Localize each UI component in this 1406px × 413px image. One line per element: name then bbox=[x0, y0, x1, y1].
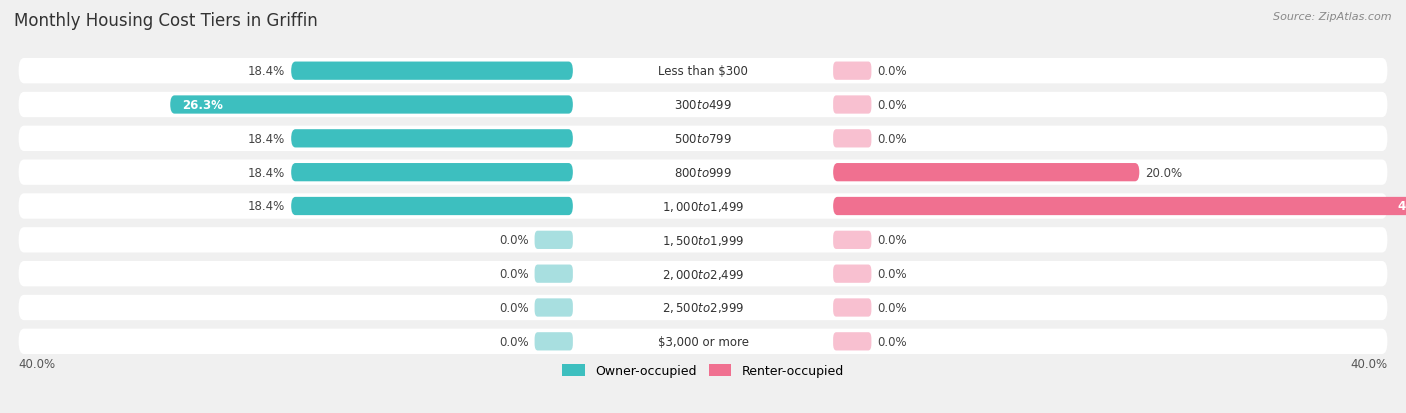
Text: Source: ZipAtlas.com: Source: ZipAtlas.com bbox=[1274, 12, 1392, 22]
FancyBboxPatch shape bbox=[18, 295, 1388, 320]
FancyBboxPatch shape bbox=[18, 126, 1388, 152]
FancyBboxPatch shape bbox=[834, 130, 872, 148]
FancyBboxPatch shape bbox=[534, 231, 572, 249]
Text: 18.4%: 18.4% bbox=[247, 65, 285, 78]
FancyBboxPatch shape bbox=[834, 332, 872, 351]
Text: $500 to $799: $500 to $799 bbox=[673, 133, 733, 145]
FancyBboxPatch shape bbox=[18, 59, 1388, 84]
Text: $1,000 to $1,499: $1,000 to $1,499 bbox=[662, 199, 744, 214]
Text: 0.0%: 0.0% bbox=[499, 268, 529, 280]
Text: Less than $300: Less than $300 bbox=[658, 65, 748, 78]
FancyBboxPatch shape bbox=[18, 228, 1388, 253]
FancyBboxPatch shape bbox=[18, 93, 1388, 118]
Text: 0.0%: 0.0% bbox=[877, 99, 907, 112]
Text: 40.0%: 40.0% bbox=[1350, 357, 1388, 370]
Text: 0.0%: 0.0% bbox=[499, 301, 529, 314]
Text: 26.3%: 26.3% bbox=[183, 99, 224, 112]
Text: $2,000 to $2,499: $2,000 to $2,499 bbox=[662, 267, 744, 281]
FancyBboxPatch shape bbox=[291, 164, 572, 182]
Text: 0.0%: 0.0% bbox=[877, 301, 907, 314]
FancyBboxPatch shape bbox=[534, 265, 572, 283]
Text: 40.0%: 40.0% bbox=[18, 357, 56, 370]
FancyBboxPatch shape bbox=[834, 164, 1139, 182]
FancyBboxPatch shape bbox=[170, 96, 572, 114]
FancyBboxPatch shape bbox=[834, 96, 872, 114]
FancyBboxPatch shape bbox=[834, 62, 872, 81]
FancyBboxPatch shape bbox=[18, 329, 1388, 354]
Text: $300 to $499: $300 to $499 bbox=[673, 99, 733, 112]
FancyBboxPatch shape bbox=[834, 299, 872, 317]
Text: $800 to $999: $800 to $999 bbox=[673, 166, 733, 179]
FancyBboxPatch shape bbox=[534, 299, 572, 317]
FancyBboxPatch shape bbox=[291, 197, 572, 216]
FancyBboxPatch shape bbox=[291, 130, 572, 148]
Text: 18.4%: 18.4% bbox=[247, 166, 285, 179]
FancyBboxPatch shape bbox=[534, 332, 572, 351]
FancyBboxPatch shape bbox=[834, 265, 872, 283]
Text: 18.4%: 18.4% bbox=[247, 133, 285, 145]
Text: 0.0%: 0.0% bbox=[877, 133, 907, 145]
Text: 0.0%: 0.0% bbox=[877, 234, 907, 247]
Text: $3,000 or more: $3,000 or more bbox=[658, 335, 748, 348]
FancyBboxPatch shape bbox=[18, 261, 1388, 287]
Text: 0.0%: 0.0% bbox=[877, 335, 907, 348]
Text: 0.0%: 0.0% bbox=[877, 268, 907, 280]
Text: 20.0%: 20.0% bbox=[1146, 166, 1182, 179]
Text: 0.0%: 0.0% bbox=[499, 234, 529, 247]
FancyBboxPatch shape bbox=[18, 160, 1388, 185]
Legend: Owner-occupied, Renter-occupied: Owner-occupied, Renter-occupied bbox=[557, 359, 849, 382]
Text: 40.0%: 40.0% bbox=[1398, 200, 1406, 213]
FancyBboxPatch shape bbox=[834, 197, 1406, 216]
FancyBboxPatch shape bbox=[18, 194, 1388, 219]
Text: Monthly Housing Cost Tiers in Griffin: Monthly Housing Cost Tiers in Griffin bbox=[14, 12, 318, 30]
FancyBboxPatch shape bbox=[834, 231, 872, 249]
Text: 0.0%: 0.0% bbox=[877, 65, 907, 78]
Text: $2,500 to $2,999: $2,500 to $2,999 bbox=[662, 301, 744, 315]
Text: 18.4%: 18.4% bbox=[247, 200, 285, 213]
Text: $1,500 to $1,999: $1,500 to $1,999 bbox=[662, 233, 744, 247]
Text: 0.0%: 0.0% bbox=[499, 335, 529, 348]
FancyBboxPatch shape bbox=[291, 62, 572, 81]
